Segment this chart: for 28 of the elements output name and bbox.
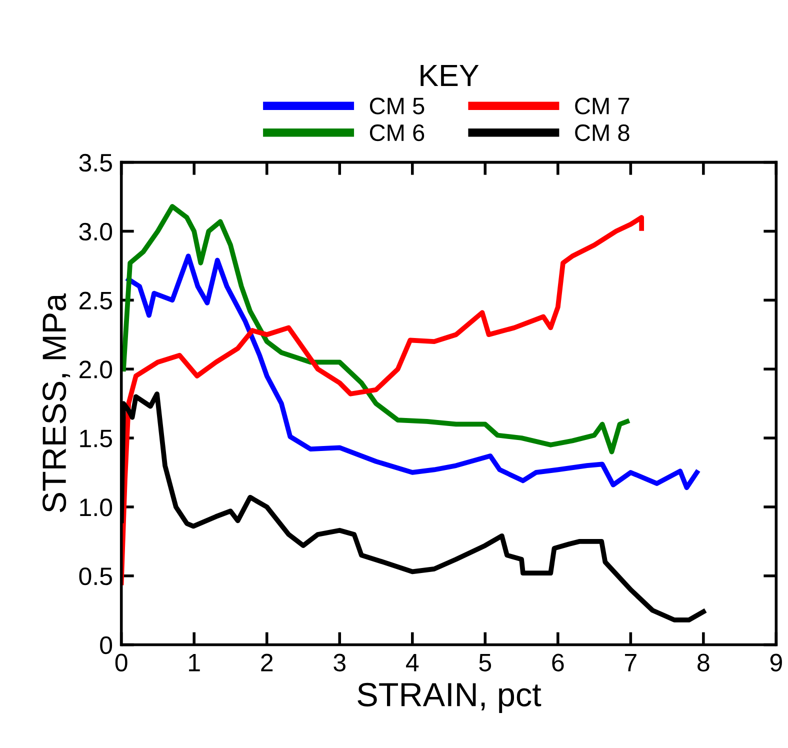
x-tick-label: 5 (479, 654, 492, 672)
y-tick-label: 0 (100, 636, 112, 654)
x-tick-label: 7 (624, 654, 636, 672)
x-tick-label: 0 (115, 654, 128, 672)
x-tick-label: 1 (189, 654, 200, 672)
line-series (121, 215, 644, 586)
y-tick-label: 1.0 (80, 498, 112, 516)
legend-label: CM 5 (370, 98, 424, 114)
y-tick-label: 3.5 (79, 154, 112, 172)
line-series (121, 204, 630, 454)
y-tick-label: 0.5 (79, 567, 112, 586)
y-tick-label: 1.5 (80, 430, 112, 448)
y-axis-title: STRESS, MPa (42, 293, 70, 512)
x-tick-label: 3 (334, 654, 346, 672)
x-tick-label: 6 (552, 654, 564, 672)
line-series (126, 254, 700, 490)
y-tick-label: 3.0 (79, 222, 112, 241)
x-axis-title: STRAIN, pct (358, 682, 542, 714)
x-tick-label: 9 (770, 654, 782, 672)
x-tick-label: 4 (406, 654, 419, 672)
legend-label: CM 8 (575, 124, 630, 142)
y-tick-label: 2.5 (80, 292, 112, 310)
legend-label: CM 6 (370, 124, 424, 142)
x-tick-label: 8 (698, 654, 710, 672)
legend-title: KEY (420, 64, 479, 86)
x-tick-label: 2 (261, 654, 273, 672)
legend-label: CM 7 (575, 98, 630, 114)
y-tick-label: 2.0 (80, 360, 112, 378)
